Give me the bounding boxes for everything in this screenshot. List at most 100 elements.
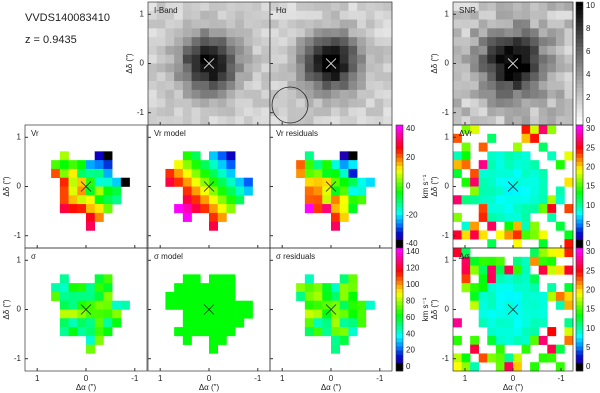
pixel: [513, 19, 522, 29]
pixel: [191, 195, 201, 205]
pixel: [357, 89, 367, 99]
pixel: [148, 89, 158, 99]
pixel: [59, 291, 69, 302]
pixel: [331, 160, 341, 170]
pixel: [453, 37, 462, 47]
pixel: [182, 19, 192, 29]
colorbar-tick-label: 15: [586, 182, 595, 191]
pixel: [182, 89, 192, 99]
pixel: [243, 45, 253, 56]
pixel: [217, 195, 227, 205]
y-axis-label: Δδ ("): [430, 299, 439, 320]
pixel: [226, 72, 236, 82]
pixel: [209, 318, 219, 328]
pixel: [304, 37, 314, 47]
colorbar-tick-label: 0: [406, 362, 411, 371]
pixel: [209, 107, 219, 117]
pixel: [217, 177, 227, 187]
pixel: [313, 309, 323, 319]
colorbar-step: [576, 100, 583, 105]
x-tick-label: 0: [329, 374, 334, 383]
pixel: [339, 19, 349, 29]
pixel: [478, 107, 488, 117]
pixel: [174, 300, 184, 310]
pixel: [513, 160, 522, 170]
pixel: [296, 168, 306, 179]
pixel: [304, 45, 314, 56]
pixel: [174, 98, 184, 108]
pixel: [547, 344, 557, 354]
pixel: [313, 37, 323, 47]
pixel: [521, 335, 531, 345]
pixel: [504, 37, 514, 47]
colorbar-step: [576, 149, 583, 154]
pixel: [521, 107, 531, 117]
pixel: [191, 160, 201, 170]
pixel: [94, 283, 104, 293]
pixel: [191, 309, 201, 319]
pixel: [296, 45, 306, 56]
pixel: [322, 2, 332, 12]
pixel: [156, 81, 166, 91]
pixel: [278, 19, 288, 29]
colorbar-step: [396, 248, 403, 253]
pixel: [513, 291, 522, 302]
colorbar-step: [576, 174, 583, 179]
pixel: [461, 274, 471, 284]
pixel: [103, 327, 113, 337]
pixel: [470, 89, 480, 99]
colorbar-step: [396, 202, 403, 208]
pixel: [209, 72, 219, 82]
y-tick-label: -1: [14, 231, 22, 240]
panel-label: Δσ: [459, 252, 469, 261]
pixel: [555, 160, 565, 170]
pixel: [217, 160, 227, 170]
pixel: [200, 283, 210, 293]
pixel: [564, 54, 574, 64]
pixel: [235, 318, 245, 328]
colorbar-tick-label: 5: [586, 343, 591, 352]
pixel: [470, 98, 480, 108]
pixel: [470, 2, 480, 12]
colorbar-step: [396, 301, 403, 306]
pixel: [226, 204, 236, 214]
pixel: [538, 63, 548, 73]
map-panel: [148, 2, 271, 126]
colorbar-step: [576, 55, 583, 60]
pixel: [478, 168, 488, 179]
pixel: [513, 230, 522, 240]
pixel: [555, 344, 565, 354]
pixel: [304, 195, 314, 205]
colorbar-step: [576, 305, 583, 310]
y-axis-label: Δδ ("): [2, 299, 11, 320]
pixel: [191, 300, 201, 310]
panel-label: σ model: [154, 252, 183, 261]
pixel: [200, 72, 210, 82]
pixel: [461, 248, 471, 258]
pixel: [226, 107, 236, 117]
pixel: [538, 98, 548, 108]
pixel: [487, 63, 497, 73]
pixel: [313, 116, 323, 126]
pixel: [77, 291, 87, 302]
pixel: [470, 72, 480, 82]
colorbar-step: [576, 235, 583, 241]
pixel: [495, 212, 505, 222]
pixel: [487, 283, 497, 293]
colorbar-step: [396, 178, 403, 183]
pixel: [68, 300, 78, 310]
pixel: [182, 274, 192, 284]
pixel: [235, 63, 245, 73]
pixel: [156, 37, 166, 47]
pixel: [112, 300, 122, 310]
pixel: [304, 283, 314, 293]
pixel: [322, 10, 332, 20]
pixel: [278, 2, 288, 12]
pixel: [200, 98, 210, 108]
pixel: [487, 10, 497, 20]
pixel: [374, 37, 384, 47]
pixel: [182, 283, 192, 293]
colorbar-step: [576, 14, 583, 19]
map-panel: [165, 151, 253, 231]
pixel: [564, 151, 574, 161]
